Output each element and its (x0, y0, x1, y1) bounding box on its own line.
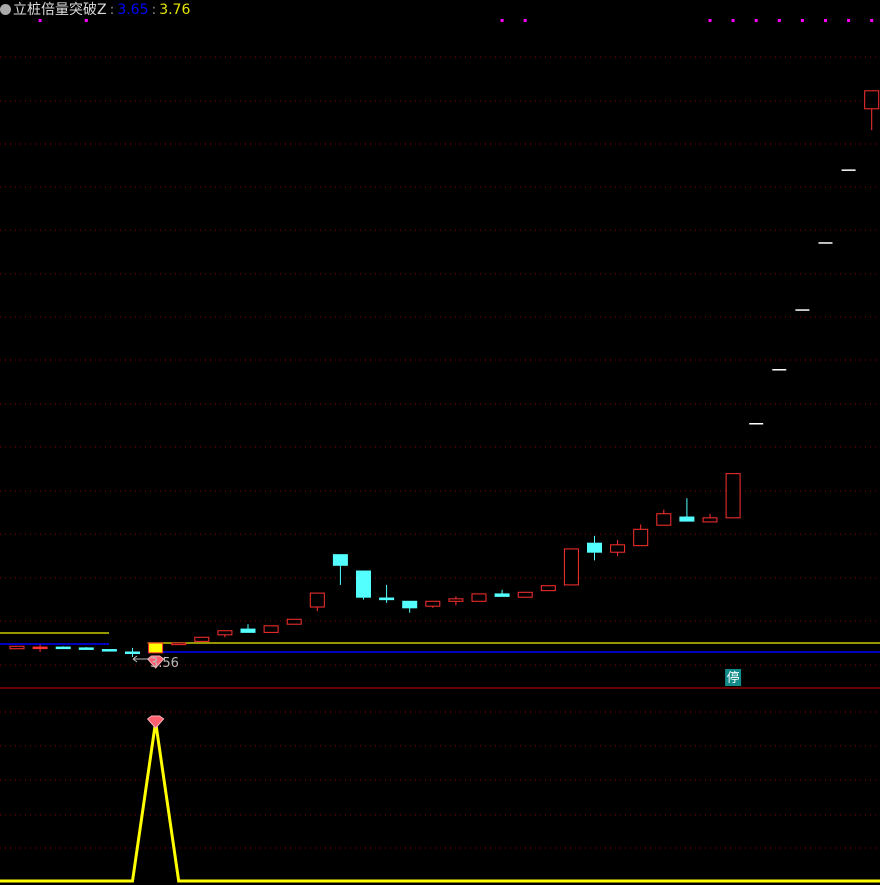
indicator-point (570, 880, 572, 882)
candle-up (286, 618, 302, 625)
indicator-point (455, 880, 457, 882)
candle-down (356, 570, 371, 598)
candle-up (471, 593, 487, 602)
blue-line-value: 3.65 (117, 2, 149, 18)
separator: : (151, 2, 157, 18)
indicator-point (409, 880, 411, 882)
marker-dot (847, 19, 851, 22)
marker-dot (523, 19, 527, 22)
stop-badge: 停 (725, 669, 742, 686)
indicator-point (709, 880, 711, 882)
separator: : (109, 2, 115, 18)
indicator-point (108, 880, 110, 882)
candle-up (217, 630, 233, 636)
candle-up (9, 645, 25, 650)
candle-down (587, 542, 602, 553)
candle-up (610, 544, 626, 553)
indicator-point (270, 880, 272, 882)
candle-down (679, 516, 695, 522)
indicator-point (201, 880, 203, 882)
indicator-point (524, 880, 526, 882)
indicator-point (501, 880, 503, 882)
candle-up (425, 600, 441, 607)
candle-up (194, 636, 210, 642)
yellow-line-value: 3.76 (159, 2, 191, 18)
candle-up (448, 598, 464, 602)
candle-up (540, 585, 556, 592)
marker-dot (731, 19, 735, 22)
candle-down (125, 651, 140, 655)
indicator-point (871, 880, 873, 882)
candle-up (656, 513, 672, 526)
indicator-point (825, 880, 826, 882)
indicator-point (686, 880, 688, 882)
indicator-point (293, 880, 295, 882)
indicator-point (801, 880, 803, 882)
candle-down (332, 554, 348, 566)
marker-dot (824, 19, 827, 22)
indicator-point (848, 880, 850, 882)
marker-dot (38, 19, 42, 22)
candle-down (379, 597, 395, 601)
indicator-point (339, 880, 341, 882)
indicator-point (316, 880, 318, 882)
indicator-point (178, 880, 180, 882)
indicator-point (663, 880, 665, 882)
marker-dot (500, 19, 504, 22)
low-price-label: 3.56 (150, 656, 179, 671)
arrow-left-icon (132, 655, 150, 663)
candle-up (702, 517, 718, 523)
diamond-icon (146, 655, 165, 669)
candle-down (240, 628, 256, 633)
candle-down (32, 646, 48, 650)
indicator-point (478, 880, 480, 882)
indicator-point (432, 880, 434, 882)
indicator-point (16, 880, 18, 882)
diamond-icon (146, 715, 165, 729)
indicator-point (640, 880, 642, 882)
indicator-title-bar: 立桩倍量突破Z:3.65:3.76 (0, 0, 190, 20)
candle-down (402, 600, 418, 609)
marker-dot (754, 19, 758, 22)
candle-down (101, 649, 117, 652)
marker-dot (800, 19, 804, 22)
indicator-point (547, 880, 549, 882)
indicator-point (594, 880, 595, 882)
marker-dot (777, 19, 781, 22)
candle-up (864, 90, 880, 110)
candle-down (494, 593, 510, 597)
indicator-point (778, 880, 780, 882)
candle-up (309, 592, 325, 608)
indicator-point (386, 880, 388, 882)
candle-down (78, 647, 94, 650)
indicator-point (62, 880, 64, 882)
candle-up (633, 528, 649, 547)
indicator-point (132, 880, 133, 882)
marker-dot (84, 19, 88, 22)
indicator-point (732, 880, 734, 882)
indicator-point (39, 880, 41, 882)
candle-up (517, 591, 533, 598)
indicator-point (85, 880, 87, 882)
indicator-point (755, 880, 757, 882)
indicator-point (363, 880, 364, 882)
signal-candle (148, 642, 164, 654)
indicator-point (247, 880, 249, 882)
marker-dot (870, 19, 874, 22)
candle-up (563, 548, 579, 586)
settings-icon[interactable] (0, 4, 11, 15)
candle-up (725, 473, 741, 519)
marker-dot (708, 19, 712, 22)
candle-up (263, 625, 279, 633)
indicator-point (224, 880, 226, 882)
candle-down (55, 646, 71, 650)
indicator-point (617, 880, 619, 882)
indicator-name: 立桩倍量突破Z (13, 2, 107, 18)
stop-badge-text: 停 (727, 670, 740, 686)
candle-up (171, 642, 187, 646)
